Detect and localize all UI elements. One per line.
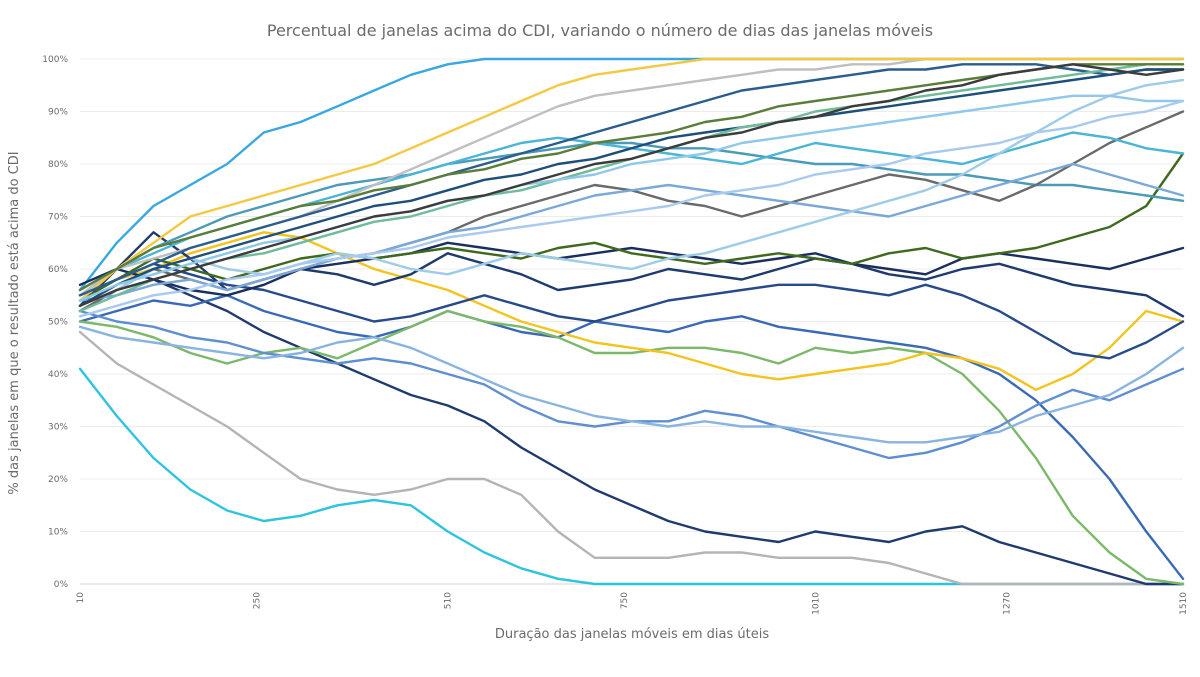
x-tick-label: 750 [620, 592, 630, 609]
series-line-s22 [78, 68, 1185, 307]
series-line-s3 [78, 330, 1185, 586]
y-axis-label: % das janelas em que o resultado está ac… [7, 151, 22, 494]
series-line-s20 [78, 57, 1185, 302]
y-tick-label: 50% [48, 318, 68, 328]
series-line-s21 [78, 63, 1185, 297]
y-tick-label: 80% [48, 160, 68, 170]
y-tick-label: 90% [48, 108, 68, 118]
x-tick-label: 510 [444, 592, 454, 609]
series-line-s7 [78, 231, 1185, 391]
y-tick-label: 40% [48, 370, 68, 380]
series-line-s14 [78, 141, 1185, 292]
y-axis-ticks: 0% 10% 20% 30% 40% 50% 60% 70% 80% 90% 100% [42, 55, 68, 590]
y-tick-label: 70% [48, 213, 68, 223]
y-tick-label: 0% [54, 580, 69, 590]
series-line-s4 [78, 278, 1185, 586]
y-tick-label: 10% [48, 528, 68, 538]
x-tick-label: 250 [252, 592, 262, 609]
y-tick-label: 60% [48, 265, 68, 275]
x-axis-ticks: 10 250 510 750 1010 1270 1510 [76, 592, 1189, 615]
x-tick-label: 1270 [1003, 592, 1013, 615]
series-line-s2 [78, 367, 1185, 586]
series-line-s11 [78, 262, 1185, 360]
series-line-s13 [78, 152, 1185, 302]
series-line-s26 [78, 63, 1185, 307]
series-line-s17 [78, 162, 1185, 302]
x-axis-label: Duração das janelas móveis em dias úteis [495, 627, 769, 642]
series-line-s25 [78, 94, 1185, 302]
series-line-s19 [78, 57, 1185, 297]
series-line-s6 [78, 309, 1185, 586]
x-tick-label: 1010 [811, 592, 821, 615]
y-tick-label: 30% [48, 423, 68, 433]
series-line-s27 [78, 99, 1185, 318]
series-lines [78, 57, 1185, 586]
y-tick-label: 20% [48, 475, 68, 485]
y-tick-label: 100% [42, 55, 68, 65]
chart-title: Percentual de janelas acima do CDI, vari… [267, 21, 933, 40]
x-tick-label: 1510 [1179, 592, 1189, 615]
x-tick-label: 10 [76, 592, 86, 604]
series-line-s5 [78, 294, 1185, 580]
series-line-s9 [78, 325, 1185, 444]
